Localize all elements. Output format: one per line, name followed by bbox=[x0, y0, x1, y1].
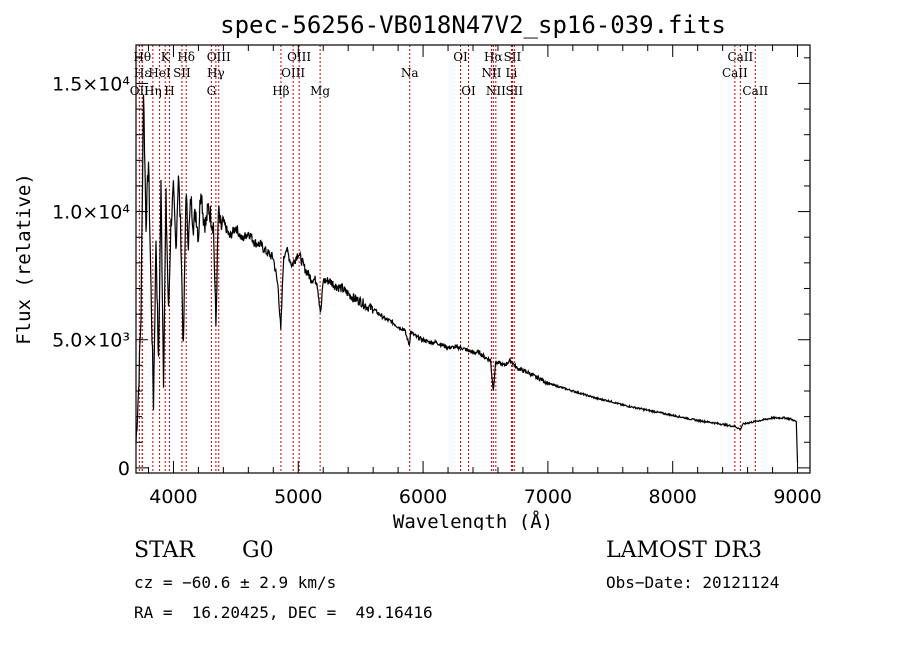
line-marker-label: CaII bbox=[722, 66, 748, 80]
plot-frame bbox=[135, 44, 811, 474]
x-axis-label: Wavelength (Å) bbox=[393, 510, 553, 530]
object-class: STAR bbox=[134, 538, 195, 563]
line-marker-label: OI bbox=[461, 84, 476, 98]
y-axis-ticks: 0 5.0×10³ 1.0×10⁴ 1.5×10⁴ bbox=[52, 57, 810, 480]
line-marker-label: OIII bbox=[207, 50, 231, 64]
coordinates: RA = 16.20425, DEC = 49.16416 bbox=[134, 603, 433, 622]
line-marker-label: OI bbox=[453, 50, 468, 64]
line-marker-label: Hα bbox=[484, 50, 503, 64]
line-marker-label: OII bbox=[130, 84, 150, 98]
line-marker-labels: OII Hθ Hε Hη HeI K H SII Hδ G Hγ OIII Hβ OIII OIII Mg Na… bbox=[130, 50, 769, 98]
line-marker-label: Mg bbox=[310, 84, 330, 98]
line-markers bbox=[138, 45, 756, 473]
x-tick-label: 6000 bbox=[399, 486, 447, 508]
line-marker-label: G bbox=[207, 84, 217, 98]
x-axis-ticks: 4000 5000 6000 7000 8000 9000 bbox=[147, 45, 822, 508]
line-marker-label: OIII bbox=[287, 50, 311, 64]
chart-title: spec-56256-VB018N47V2_sp16-039.fits bbox=[220, 11, 726, 39]
x-tick-label: 4000 bbox=[149, 486, 197, 508]
line-marker-label: Hη bbox=[144, 84, 162, 98]
y-tick-label: 1.0×10⁴ bbox=[52, 202, 130, 224]
line-marker-label: Hε bbox=[134, 66, 151, 80]
line-marker-label: Na bbox=[401, 66, 419, 80]
line-marker-label: HeI bbox=[148, 66, 171, 80]
object-subclass: G0 bbox=[242, 538, 274, 563]
y-tick-label: 1.5×10⁴ bbox=[52, 73, 130, 95]
y-tick-label: 0 bbox=[118, 458, 130, 480]
line-marker-label: SII bbox=[505, 84, 523, 98]
y-tick-label: 5.0×10³ bbox=[52, 330, 130, 352]
line-marker-label: Hβ bbox=[272, 84, 289, 98]
x-tick-label: 9000 bbox=[773, 486, 821, 508]
observation-date: Obs−Date: 20121124 bbox=[606, 573, 780, 592]
line-marker-label: CaII bbox=[742, 84, 768, 98]
line-marker-label: Hδ bbox=[177, 50, 195, 64]
line-marker-label: CaII bbox=[727, 50, 753, 64]
y-axis-label: Flux (relative) bbox=[13, 173, 35, 345]
line-marker-label: H bbox=[164, 84, 174, 98]
line-marker-label: Hγ bbox=[207, 66, 225, 80]
line-marker-label: Hθ bbox=[133, 50, 151, 64]
x-tick-label: 5000 bbox=[274, 486, 322, 508]
line-marker-label: K bbox=[161, 50, 171, 64]
line-marker-label: SII bbox=[504, 50, 522, 64]
flux-series-line bbox=[135, 94, 799, 463]
survey-name: LAMOST DR3 bbox=[606, 538, 762, 563]
line-marker-label: NII bbox=[481, 66, 501, 80]
line-marker-label: OIII bbox=[281, 66, 305, 80]
x-tick-label: 7000 bbox=[524, 486, 572, 508]
x-tick-label: 8000 bbox=[649, 486, 697, 508]
line-marker-label: Li bbox=[506, 66, 518, 80]
redshift-value: cz = −60.6 ± 2.9 km/s bbox=[134, 573, 337, 592]
line-marker-label: SII bbox=[173, 66, 191, 80]
line-marker-label: NII bbox=[486, 84, 506, 98]
spectrum-chart: spec-56256-VB018N47V2_sp16-039.fits OIIH… bbox=[13, 11, 822, 530]
